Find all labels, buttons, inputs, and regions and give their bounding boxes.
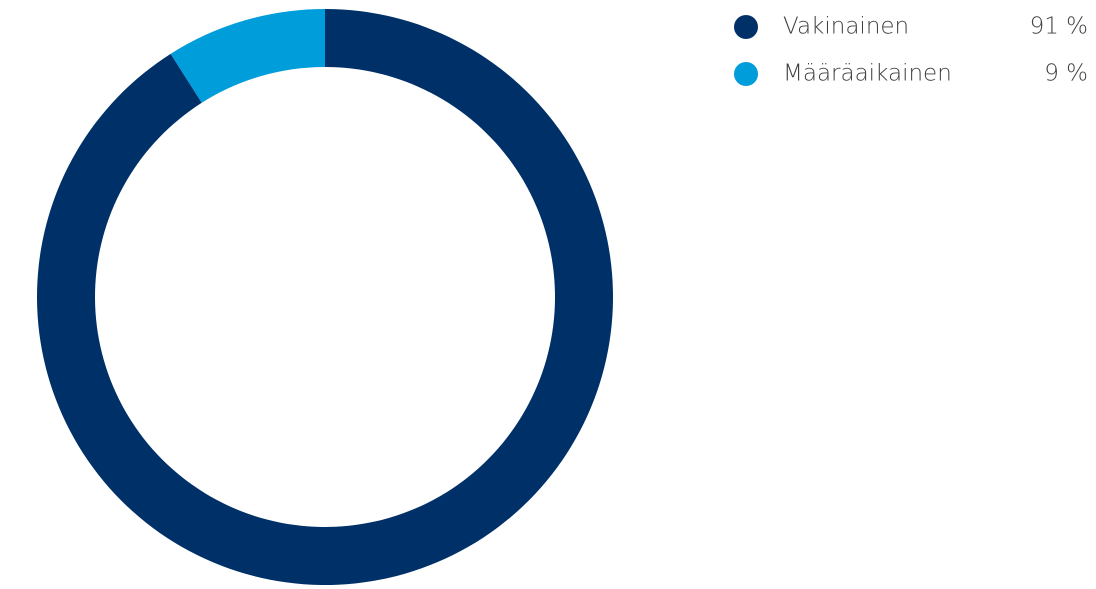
legend-marker <box>734 62 758 86</box>
legend-value: 9 % <box>1044 61 1088 87</box>
legend-value: 91 % <box>1030 14 1088 40</box>
legend-label: Vakinainen <box>783 14 909 40</box>
pie-slice <box>37 9 614 585</box>
legend-label: Määräaikainen <box>783 61 952 87</box>
legend-marker <box>734 15 758 39</box>
pie-slice <box>170 9 325 103</box>
